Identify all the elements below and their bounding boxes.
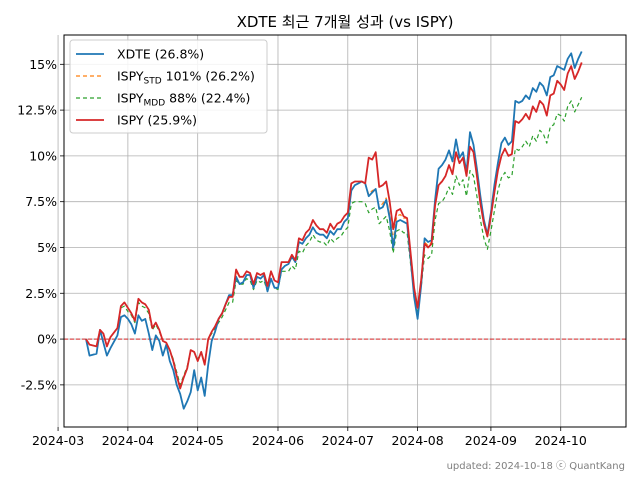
legend-label: ISPY [117,91,144,106]
y-tick-label: 5% [37,240,57,255]
chart-title: XDTE 최근 7개월 성과 (vs ISPY) [237,13,454,31]
x-tick-label: 2024-08 [391,433,443,448]
legend-entry-1: ISPYSTD 101% (26.2%) [117,69,255,87]
legend-label: ISPY (25.9%) [117,113,197,128]
plot-area-frame [63,34,627,428]
x-tick-label: 2024-04 [102,433,154,448]
x-tick-label: 2024-03 [32,433,84,448]
y-tick-label: 15% [29,57,57,72]
x-tick-label: 2024-06 [252,433,304,448]
legend-entry-2: ISPYMDD 88% (22.4%) [117,91,250,109]
footer-note: updated: 2024-10-18 ⓒ QuantKang [447,460,625,472]
y-tick-label: 10% [29,148,57,163]
y-tick-label: -2.5% [21,377,57,392]
legend-entry-0: XDTE (26.8%) [117,47,204,62]
y-tick-label: 2.5% [25,286,57,301]
y-axis: -2.5% 0% 2.5% 5% 7.5% 10% 12.5% 15% [17,57,64,392]
legend-label: XDTE (26.8%) [117,47,204,62]
x-tick-label: 2024-05 [172,433,224,448]
series-line-0 [85,51,583,410]
x-axis: 2024-03 2024-04 2024-05 2024-06 2024-07 2024-… [32,427,587,448]
legend-subscript: STD [144,77,162,87]
x-tick-label: 2024-09 [465,433,517,448]
legend-subscript: MDD [144,99,166,109]
legend: XDTE (26.8%) ISPYSTD 101% (26.2%) ISPYMDD … [69,39,268,134]
y-tick-label: 0% [37,332,57,347]
legend-label: ISPY [117,69,144,84]
legend-box [69,39,268,134]
series-line-3 [85,62,583,390]
series-lines [85,51,583,410]
x-tick-label: 2024-10 [535,433,587,448]
y-tick-label: 7.5% [25,194,57,209]
legend-suffix: 88% (22.4%) [165,91,250,106]
x-tick-label: 2024-07 [322,433,374,448]
grid-lines [57,35,626,427]
legend-entry-3: ISPY (25.9%) [117,113,197,128]
legend-suffix: 101% (26.2%) [162,69,255,84]
y-tick-label: 12.5% [17,103,57,118]
